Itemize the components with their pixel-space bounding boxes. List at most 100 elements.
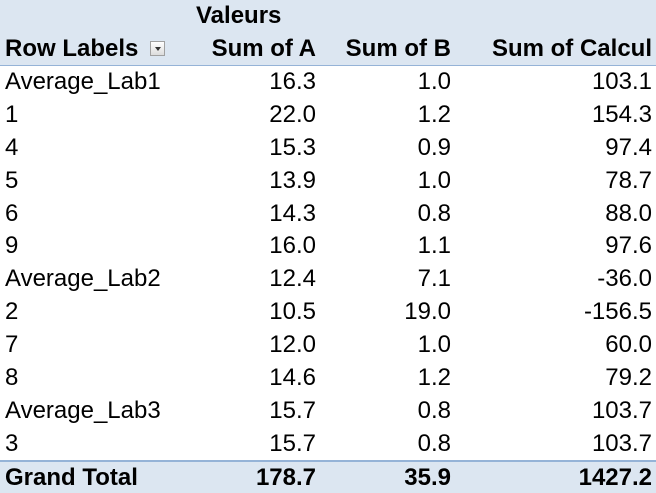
value-cell: -36.0 (455, 263, 656, 296)
value-cell-text: 7.1 (417, 265, 451, 293)
value-cell: 103.7 (455, 394, 656, 427)
column-header-text: Sum of B (345, 34, 451, 62)
value-cell-text: 78.7 (605, 166, 652, 194)
value-cell: 0.8 (320, 394, 455, 427)
value-cell-text: 60.0 (605, 331, 652, 359)
value-cell-text: 0.8 (417, 199, 451, 227)
row-label: Average_Lab2 (0, 263, 192, 296)
value-cell: 12.0 (192, 329, 320, 362)
value-cell-text: 1.2 (417, 363, 451, 391)
grand-total-value: 178.7 (192, 460, 320, 493)
row-label: 6 (0, 197, 192, 230)
value-cell: 10.5 (192, 296, 320, 329)
grand-total-label: Grand Total (0, 460, 192, 493)
value-cell: 1.0 (320, 66, 455, 99)
row-label-text: 1 (5, 101, 19, 129)
row-label: 9 (0, 230, 192, 263)
value-cell-text: 1.0 (417, 166, 451, 194)
value-cell-text: 12.4 (269, 265, 316, 293)
value-cell: 15.7 (192, 394, 320, 427)
value-cell-text: 103.1 (591, 68, 652, 96)
value-cell-text: 13.9 (269, 166, 316, 194)
value-cell: 16.0 (192, 230, 320, 263)
value-cell-text: 1.0 (417, 68, 451, 96)
row-labels-header-text: Row Labels (5, 34, 139, 62)
value-cell-text: 10.5 (269, 298, 316, 326)
value-cell: 1.2 (320, 362, 455, 395)
column-header: Sum of Calcul (455, 32, 656, 66)
value-cell: 0.9 (320, 131, 455, 164)
column-header: Sum of A (192, 32, 320, 66)
values-label: Valeurs (192, 0, 320, 33)
row-label: 3 (0, 427, 192, 460)
grand-total-value-text: 35.9 (404, 463, 451, 491)
values-label-text: Valeurs (196, 2, 282, 30)
value-cell: 0.8 (320, 427, 455, 460)
value-cell-text: 103.7 (591, 429, 652, 457)
column-header-text: Sum of A (211, 34, 316, 62)
value-cell: 12.4 (192, 263, 320, 296)
value-cell: 22.0 (192, 99, 320, 132)
value-cell: 60.0 (455, 329, 656, 362)
grand-total-value: 1427.2 (455, 460, 656, 493)
value-cell: 88.0 (455, 197, 656, 230)
value-cell-text: 88.0 (605, 199, 652, 227)
row-label: 4 (0, 131, 192, 164)
row-label-text: 5 (5, 166, 19, 194)
row-label-text: 4 (5, 133, 19, 161)
filter-dropdown[interactable] (150, 41, 166, 57)
value-cell: 79.2 (455, 362, 656, 395)
row-label-text: 9 (5, 232, 19, 260)
row-label: 5 (0, 164, 192, 197)
row-label: 7 (0, 329, 192, 362)
value-cell-text: 79.2 (605, 363, 652, 391)
value-cell: 97.6 (455, 230, 656, 263)
value-cell-text: 15.3 (269, 133, 316, 161)
value-cell-text: 0.8 (417, 429, 451, 457)
row-label-text: 2 (5, 298, 19, 326)
value-cell: 15.7 (192, 427, 320, 460)
row-label-text: 7 (5, 331, 19, 359)
row-label-text: Average_Lab3 (5, 396, 161, 424)
value-cell: -156.5 (455, 296, 656, 329)
value-cell-text: 16.0 (269, 232, 316, 260)
value-cell-text: 15.7 (269, 396, 316, 424)
row-label-text: 8 (5, 363, 19, 391)
row-label-text: Average_Lab1 (5, 68, 161, 96)
value-cell-text: 1.0 (417, 331, 451, 359)
value-cell: 97.4 (455, 131, 656, 164)
header-blank (320, 0, 455, 33)
value-cell: 0.8 (320, 197, 455, 230)
value-cell: 15.3 (192, 131, 320, 164)
value-cell: 1.0 (320, 329, 455, 362)
value-cell-text: 154.3 (591, 101, 652, 129)
value-cell-text: 16.3 (269, 68, 316, 96)
value-cell-text: -36.0 (597, 265, 652, 293)
grand-total-value-text: 1427.2 (578, 463, 652, 491)
value-cell: 154.3 (455, 99, 656, 132)
value-cell-text: 97.4 (605, 133, 652, 161)
row-label-text: 3 (5, 429, 19, 457)
value-cell-text: 14.6 (269, 363, 316, 391)
value-cell: 16.3 (192, 66, 320, 99)
value-cell: 103.7 (455, 427, 656, 460)
row-label: 2 (0, 296, 192, 329)
grand-total-label-text: Grand Total (5, 463, 138, 491)
grand-total-value-text: 178.7 (255, 463, 316, 491)
row-label: 1 (0, 99, 192, 132)
column-header-text: Sum of Calcul (491, 34, 652, 62)
value-cell: 14.6 (192, 362, 320, 395)
value-cell: 78.7 (455, 164, 656, 197)
value-cell: 1.1 (320, 230, 455, 263)
value-cell: 14.3 (192, 197, 320, 230)
value-cell-text: 97.6 (605, 232, 652, 260)
row-label-text: 6 (5, 199, 19, 227)
row-label: Average_Lab3 (0, 394, 192, 427)
grand-total-value: 35.9 (320, 460, 455, 493)
value-cell: 19.0 (320, 296, 455, 329)
value-cell-text: 0.9 (417, 133, 451, 161)
row-labels-header: Row Labels (0, 32, 192, 66)
value-cell-text: 15.7 (269, 429, 316, 457)
